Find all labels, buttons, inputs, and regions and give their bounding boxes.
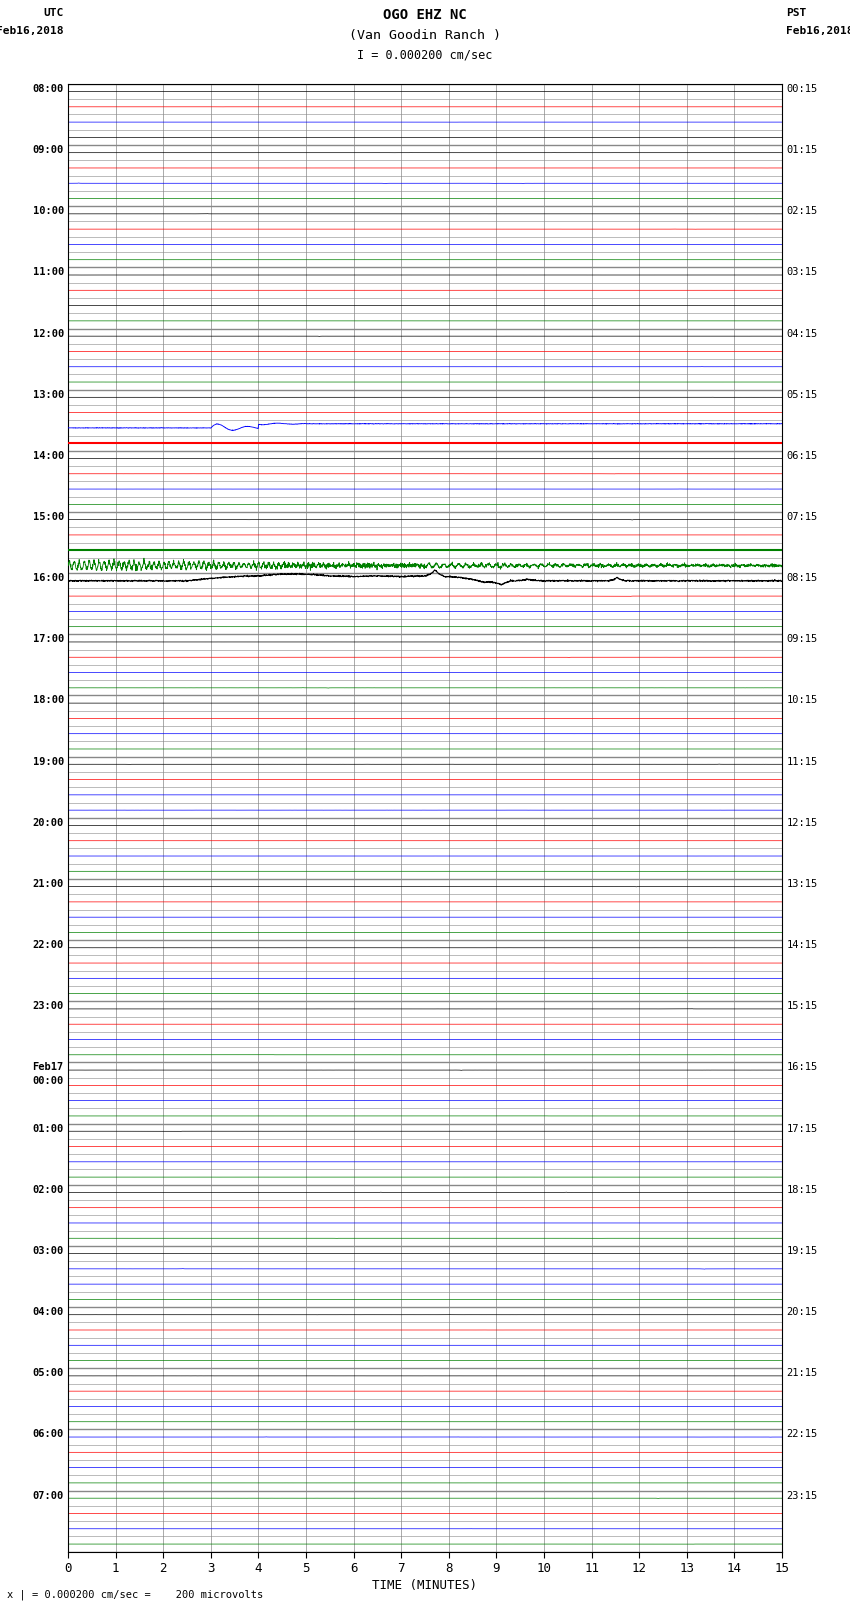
Text: PST: PST bbox=[786, 8, 807, 18]
Text: 17:15: 17:15 bbox=[786, 1124, 818, 1134]
Text: 15:00: 15:00 bbox=[32, 511, 64, 523]
Text: 23:00: 23:00 bbox=[32, 1002, 64, 1011]
Text: 22:00: 22:00 bbox=[32, 940, 64, 950]
Text: 21:00: 21:00 bbox=[32, 879, 64, 889]
Text: OGO EHZ NC: OGO EHZ NC bbox=[383, 8, 467, 23]
Text: 14:00: 14:00 bbox=[32, 452, 64, 461]
Text: 23:15: 23:15 bbox=[786, 1490, 818, 1500]
Text: 11:15: 11:15 bbox=[786, 756, 818, 766]
Text: 18:00: 18:00 bbox=[32, 695, 64, 705]
Text: 10:15: 10:15 bbox=[786, 695, 818, 705]
Text: Feb16,2018: Feb16,2018 bbox=[0, 26, 64, 35]
Text: 20:00: 20:00 bbox=[32, 818, 64, 827]
Text: 14:15: 14:15 bbox=[786, 940, 818, 950]
Text: 01:00: 01:00 bbox=[32, 1124, 64, 1134]
Text: 00:15: 00:15 bbox=[786, 84, 818, 94]
Text: I = 0.000200 cm/sec: I = 0.000200 cm/sec bbox=[357, 48, 493, 61]
Text: 10:00: 10:00 bbox=[32, 206, 64, 216]
Text: 06:00: 06:00 bbox=[32, 1429, 64, 1439]
Text: 03:15: 03:15 bbox=[786, 268, 818, 277]
Text: 15:15: 15:15 bbox=[786, 1002, 818, 1011]
Text: x | = 0.000200 cm/sec =    200 microvolts: x | = 0.000200 cm/sec = 200 microvolts bbox=[7, 1589, 263, 1600]
Text: Feb16,2018: Feb16,2018 bbox=[786, 26, 850, 35]
Text: 17:00: 17:00 bbox=[32, 634, 64, 644]
Text: 00:00: 00:00 bbox=[32, 1076, 64, 1086]
Text: 20:15: 20:15 bbox=[786, 1307, 818, 1318]
Text: 13:15: 13:15 bbox=[786, 879, 818, 889]
Text: 07:15: 07:15 bbox=[786, 511, 818, 523]
Text: 11:00: 11:00 bbox=[32, 268, 64, 277]
Text: 01:15: 01:15 bbox=[786, 145, 818, 155]
Text: 19:00: 19:00 bbox=[32, 756, 64, 766]
Text: 19:15: 19:15 bbox=[786, 1245, 818, 1257]
Text: 07:00: 07:00 bbox=[32, 1490, 64, 1500]
Text: 03:00: 03:00 bbox=[32, 1245, 64, 1257]
Text: 04:00: 04:00 bbox=[32, 1307, 64, 1318]
Text: 18:15: 18:15 bbox=[786, 1186, 818, 1195]
Text: 05:00: 05:00 bbox=[32, 1368, 64, 1378]
Text: UTC: UTC bbox=[43, 8, 64, 18]
Text: 06:15: 06:15 bbox=[786, 452, 818, 461]
Text: 21:15: 21:15 bbox=[786, 1368, 818, 1378]
Text: 02:15: 02:15 bbox=[786, 206, 818, 216]
Text: 12:15: 12:15 bbox=[786, 818, 818, 827]
Text: 16:00: 16:00 bbox=[32, 573, 64, 584]
Text: 04:15: 04:15 bbox=[786, 329, 818, 339]
Text: 09:00: 09:00 bbox=[32, 145, 64, 155]
Text: 22:15: 22:15 bbox=[786, 1429, 818, 1439]
Text: 16:15: 16:15 bbox=[786, 1063, 818, 1073]
X-axis label: TIME (MINUTES): TIME (MINUTES) bbox=[372, 1579, 478, 1592]
Text: (Van Goodin Ranch ): (Van Goodin Ranch ) bbox=[349, 29, 501, 42]
Text: 12:00: 12:00 bbox=[32, 329, 64, 339]
Text: 08:15: 08:15 bbox=[786, 573, 818, 584]
Text: 13:00: 13:00 bbox=[32, 390, 64, 400]
Text: 08:00: 08:00 bbox=[32, 84, 64, 94]
Text: 02:00: 02:00 bbox=[32, 1186, 64, 1195]
Text: Feb17: Feb17 bbox=[32, 1063, 64, 1073]
Text: 09:15: 09:15 bbox=[786, 634, 818, 644]
Text: 05:15: 05:15 bbox=[786, 390, 818, 400]
